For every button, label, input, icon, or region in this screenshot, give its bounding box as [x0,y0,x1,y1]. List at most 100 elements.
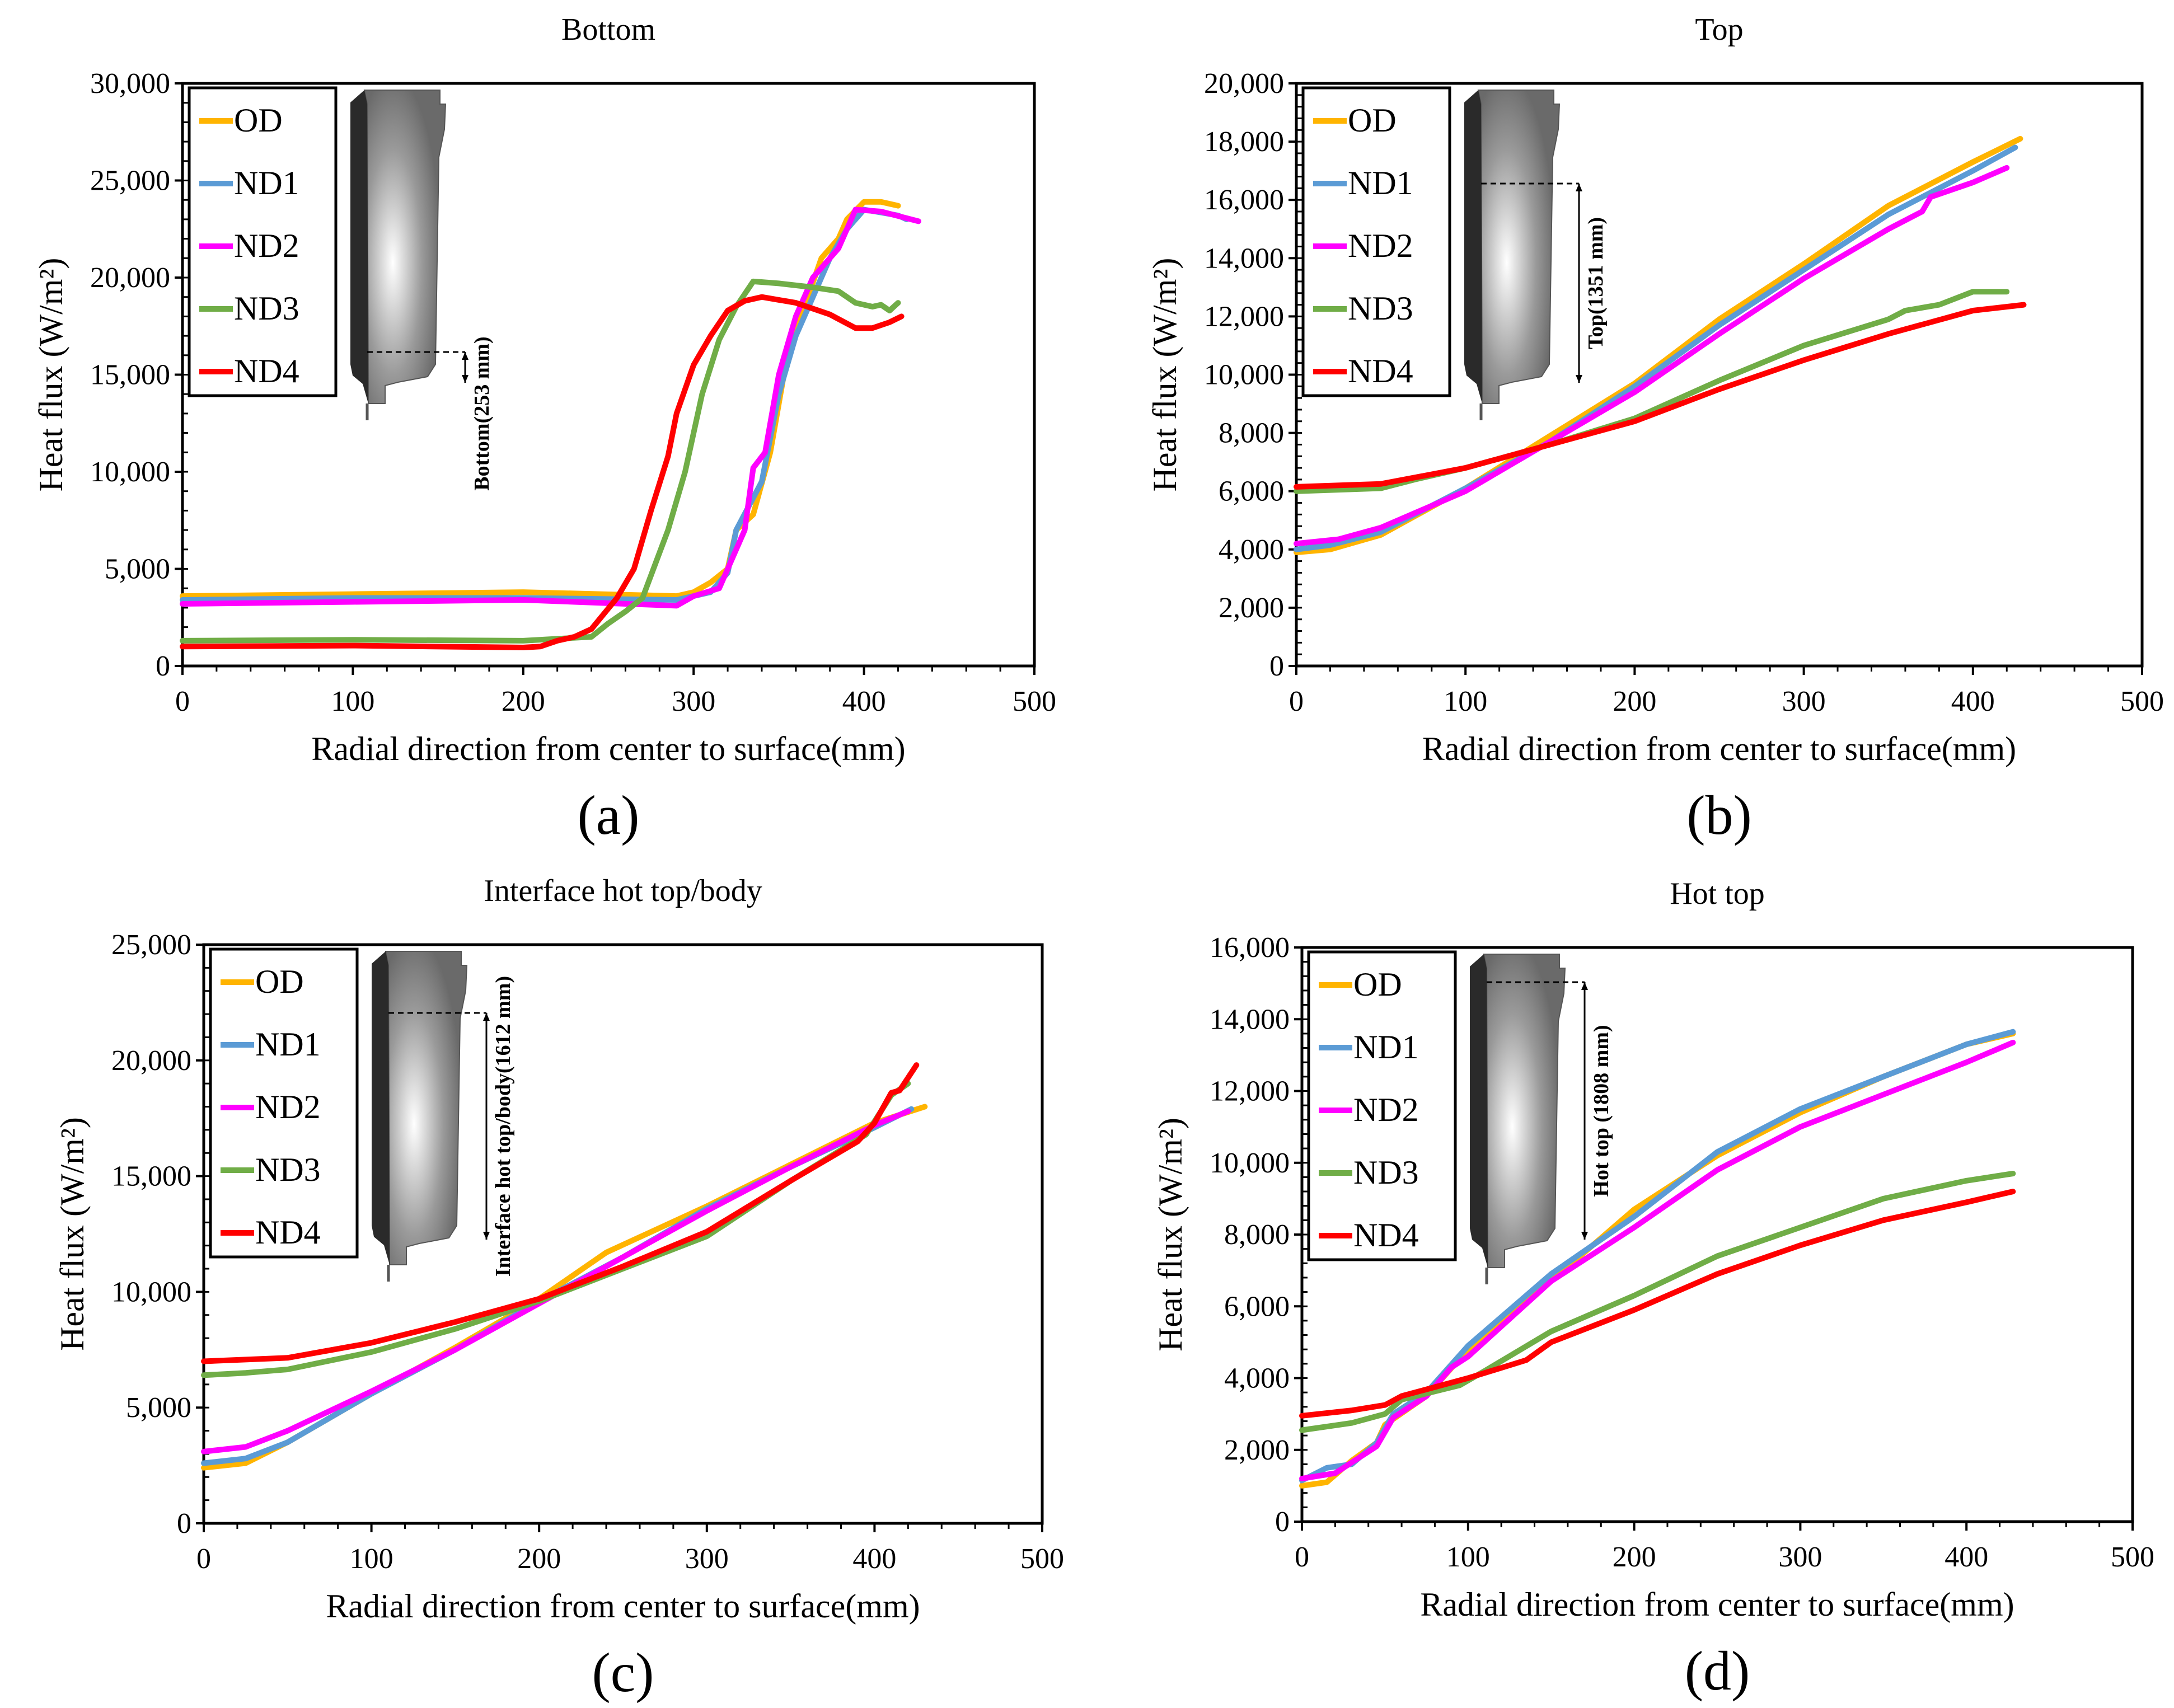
legend-label: OD [1353,966,1402,1003]
y-tick-label: 5,000 [105,553,170,585]
y-tick-label: 14,000 [1204,242,1284,274]
y-tick-label: 6,000 [1219,476,1284,508]
x-tick-label: 400 [1945,1541,1988,1573]
chart-panel-a: Bottom 0 5,000 10,000 15,000 20,000 25,000 30,0… [32,12,1056,846]
y-axis-title: Heat flux (W/m²) [1146,258,1183,492]
y-tick-label: 10,000 [90,456,170,488]
x-tick-label: 200 [517,1543,561,1575]
y-tick-label: 10,000 [1210,1147,1290,1179]
x-tick-label: 0 [175,686,190,717]
x-axis-title: Radial direction from center to surface(… [326,1588,920,1625]
series-line-nd4 [201,1062,920,1364]
y-tick-label: 30,000 [90,68,170,100]
y-tick-label: 16,000 [1204,184,1284,216]
mold-edge [1470,954,1488,1268]
x-tick-label: 100 [1446,1541,1490,1573]
legend-label: ND4 [234,353,299,390]
arrow-head-icon [1581,982,1588,990]
chart-panel-b: Top 0 2,000 4,000 6,000 8,000 10,000 12,000 14,0… [1146,12,2164,846]
legend: OD ND1 ND2 ND3 ND4 [1301,86,1451,397]
series-line-nd4 [180,294,905,650]
legend-label: ND4 [1348,353,1413,390]
plot-frame [202,943,1044,1525]
annotation-label: Interface hot top/body(1612 mm) [491,976,515,1277]
x-tick-label: 100 [1444,686,1487,717]
x-tick-label: 0 [1289,686,1304,717]
x-tick-label: 100 [350,1543,393,1575]
x-tick-label: 300 [672,686,715,717]
series-line-nd4 [1299,1189,2016,1419]
y-tick-label: 20,000 [111,1045,191,1077]
legend-label: ND4 [1353,1217,1419,1254]
legend-label: ND3 [1353,1154,1419,1191]
y-tick-label: 10,000 [1204,359,1284,391]
mold-edge [372,951,390,1265]
chart-title: Bottom [561,12,655,47]
series-line-nd3 [180,278,901,644]
x-tick-label: 500 [1020,1543,1064,1575]
legend-label: ND1 [255,1026,321,1063]
chart-panel-d: Hot top 0 2,000 4,000 6,000 8,000 10,000 12,000… [1152,876,2154,1702]
y-tick-label: 20,000 [90,262,170,294]
y-tick-label: 16,000 [1210,932,1290,964]
x-axis-title: Radial direction from center to surface(… [1420,1586,2014,1623]
y-tick-label: 2,000 [1224,1434,1290,1466]
series-line-nd2 [180,207,921,609]
annotation-label: Top(1351 mm) [1584,217,1608,349]
y-axis-title: Heat flux (W/m²) [54,1117,91,1351]
x-tick-label: 200 [1613,686,1656,717]
arrow-head-icon [1576,184,1582,191]
mold-inset-image [1464,90,1561,420]
arrow-head-icon [1576,375,1582,383]
y-axis-title: Heat flux (W/m²) [32,258,69,492]
series-line-nd1 [1294,144,2018,552]
y-tick-label: 20,000 [1204,68,1284,100]
x-tick-label: 400 [1951,686,1995,717]
legend-label: OD [1348,102,1397,139]
legend-label: ND2 [255,1088,321,1125]
y-tick-label: 12,000 [1210,1076,1290,1108]
legend-label: ND1 [234,165,299,201]
x-tick-label: 400 [842,686,886,717]
legend-label: ND1 [1348,165,1413,201]
legend-label: ND2 [234,227,299,264]
arrow-head-icon [462,352,468,360]
chart-title: Interface hot top/body [484,874,762,908]
legend: OD ND1 ND2 ND3 ND4 [188,86,338,397]
y-tick-label: 0 [1275,1506,1290,1538]
legend-label: ND3 [255,1151,321,1188]
mold-body [385,951,468,1265]
x-tick-label: 300 [1782,686,1826,717]
arrow-head-icon [1581,1232,1588,1240]
x-tick-label: 0 [196,1543,211,1575]
x-tick-label: 500 [1013,686,1056,717]
mold-body [363,90,447,404]
legend-label: ND3 [1348,290,1413,327]
annotation-label: Hot top (1808 mm) [1590,1025,1613,1196]
legend: OD ND1 ND2 ND3 ND4 [209,947,359,1259]
x-tick-label: 100 [331,686,374,717]
legend-label: OD [234,102,283,139]
y-tick-label: 15,000 [90,359,170,391]
y-tick-label: 12,000 [1204,301,1284,332]
mold-inset-image [372,951,468,1282]
legend-label: ND1 [1353,1029,1419,1066]
y-tick-label: 10,000 [111,1276,191,1308]
chart-panel-c: Interface hot top/body 0 5,000 10,000 15,000… [54,874,1064,1704]
arrow-head-icon [462,375,468,383]
y-tick-label: 18,000 [1204,126,1284,158]
panel-label: (a) [578,784,640,846]
y-tick-label: 14,000 [1210,1003,1290,1035]
x-tick-label: 500 [2120,686,2164,717]
x-tick-label: 200 [1613,1541,1656,1573]
x-tick-label: 300 [685,1543,729,1575]
y-tick-label: 25,000 [111,929,191,961]
legend-box [1307,950,1457,1261]
arrow-head-icon [483,1232,490,1240]
annotation-label: Bottom(253 mm) [470,336,494,490]
series-line-nd2 [1294,165,2010,547]
mold-inset-image [350,90,447,420]
y-tick-label: 2,000 [1219,592,1284,624]
x-tick-label: 500 [2111,1541,2154,1573]
panel-label: (d) [1685,1640,1750,1702]
